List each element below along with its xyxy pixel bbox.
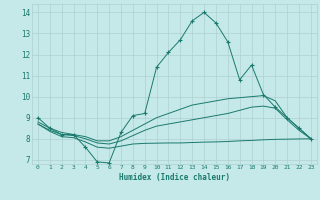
X-axis label: Humidex (Indice chaleur): Humidex (Indice chaleur) [119, 173, 230, 182]
